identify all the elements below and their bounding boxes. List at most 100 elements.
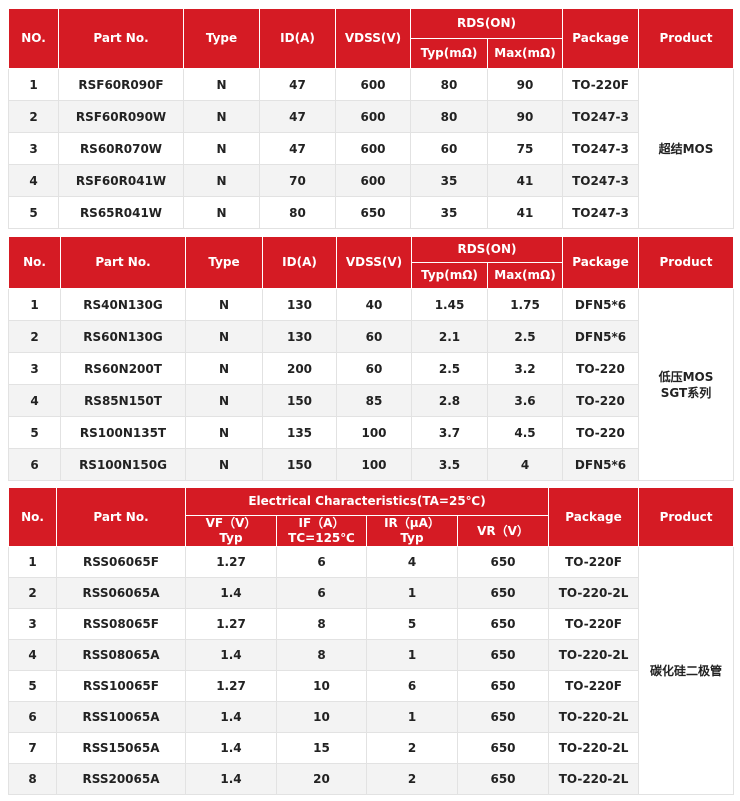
cell: 4 [8,164,59,197]
cell: 650 [456,546,550,578]
cell: 8 [276,608,367,640]
cell: 1.45 [411,288,488,321]
cell: 4 [366,546,458,578]
cell: 2 [366,732,458,764]
cell: 3.2 [487,352,563,385]
cell: TO-220F [548,608,640,640]
header: Electrical Characteristics(TA=25℃) [184,487,550,516]
cell: 3 [8,132,59,165]
row: 1 RSS06065F 1.27 6 4 650 TO-220F 碳化硅二极管 [8,546,735,795]
header: Package [562,8,639,69]
cell: RS60N200T [60,352,186,385]
cell: RSF60R090F [58,68,184,101]
cell: RSS08065F [56,608,186,640]
product-cell: 碳化硅二极管 [638,546,735,795]
cell: 600 [335,132,411,165]
cell: N [183,132,260,165]
cell: 8 [8,763,57,795]
row: 2 RSS06065A 1.4 6 1 650 TO-220-2L [8,577,734,609]
cell: 6 [276,577,367,609]
cell: 5 [8,196,59,229]
cell: TO-220-2L [548,577,640,609]
cell: 35 [410,196,488,229]
header: ID(A) [259,8,336,69]
cell: RS40N130G [60,288,186,321]
cell: 1 [8,288,61,321]
cell: 4 [487,448,563,481]
cell: 60 [410,132,488,165]
cell: 35 [410,164,488,197]
cell: 3.5 [411,448,488,481]
cell: 130 [262,320,337,353]
cell: TO-220F [548,670,640,702]
cell: 80 [410,68,488,101]
row: 2 RS60N130G N 130 60 2.1 2.5 DFN5*6 [8,320,734,353]
cell: 6 [366,670,458,702]
cell: 6 [8,701,57,733]
cell: RS65R041W [58,196,184,229]
cell: RSS20065A [56,763,186,795]
header: IF（A） TC=125℃ [276,515,367,547]
cell: N [183,164,260,197]
header-line: IR（μA） [384,516,440,530]
cell: N [185,384,263,417]
row: 6 RS100N150G N 150 100 3.5 4 DFN5*6 [8,448,734,481]
cell: 130 [262,288,337,321]
cell: N [183,196,260,229]
cell: TO-220-2L [548,701,640,733]
cell: N [185,416,263,449]
cell: 80 [259,196,336,229]
row: 4 RS85N150T N 150 85 2.8 3.6 TO-220 [8,384,734,417]
cell: 1.27 [185,608,277,640]
header: Product [638,236,734,289]
header: NO. [8,8,59,69]
cell: RSS08065A [56,639,186,671]
header: Type [183,8,260,69]
cell: TO-220 [562,352,639,385]
header: Type [185,236,263,289]
cell: N [185,320,263,353]
cell: 650 [456,639,550,671]
cell: 2 [8,577,57,609]
header: VDSS(V) [336,236,412,289]
cell: 650 [335,196,411,229]
cell: 3.7 [411,416,488,449]
cell: 41 [487,196,563,229]
cell: 650 [456,701,550,733]
cell: 90 [487,100,563,133]
cell: RSS06065A [56,577,186,609]
row: 1 RS40N130G N 130 40 1.45 1.75 DFN5*6 低压MOS SGT系列 [8,288,734,481]
cell: 5 [8,670,57,702]
table: No. Part No. Type ID(A) VDSS(V) RDS(ON) Packag… [8,236,734,481]
cell: 3 [8,608,57,640]
cell: 1.4 [185,577,277,609]
cell: 1.27 [185,546,277,578]
cell: 1 [366,577,458,609]
header: Part No. [56,487,186,547]
cell: 100 [336,416,412,449]
cell: TO-220 [562,384,639,417]
cell: 3 [8,352,61,385]
header: Typ(mΩ) [410,38,488,69]
row: 4 RSS08065A 1.4 8 1 650 TO-220-2L [8,639,734,671]
row: 4 RSF60R041W N 70 600 35 41 TO247-3 [8,164,734,197]
header: Package [562,236,639,289]
cell: 6 [8,448,61,481]
cell: TO247-3 [562,164,639,197]
cell: N [185,352,263,385]
product-line: SGT系列 [660,385,712,400]
cell: TO247-3 [562,196,639,229]
cell: RS100N150G [60,448,186,481]
cell: 2.5 [411,352,488,385]
header: ID(A) [262,236,337,289]
cell: 85 [336,384,412,417]
row: 3 RS60R070W N 47 600 60 75 TO247-3 [8,132,734,165]
cell: RSF60R041W [58,164,184,197]
row: 5 RS65R041W N 80 650 35 41 TO247-3 [8,196,734,229]
cell: 8 [276,639,367,671]
cell: 2.8 [411,384,488,417]
cell: 2 [8,100,59,133]
table: No. Part No. Electrical Characteristics(TA… [8,487,735,795]
row: 7 RSS15065A 1.4 15 2 650 TO-220-2L [8,732,734,764]
product-cell: 超结MOS [638,68,734,229]
